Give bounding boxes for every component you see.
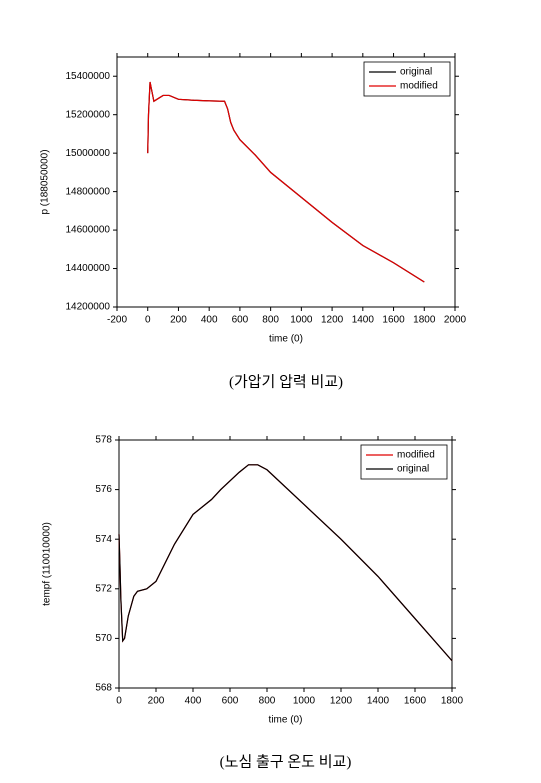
x-tick-label: 1000 <box>293 696 316 707</box>
y-tick-label: 576 <box>95 484 112 495</box>
x-tick-label: 2000 <box>444 315 467 326</box>
y-tick-label: 572 <box>95 583 112 594</box>
x-tick-label: 400 <box>201 315 218 326</box>
x-tick-label: 1200 <box>330 696 353 707</box>
x-tick-label: 1400 <box>367 696 390 707</box>
plot-frame <box>118 439 453 689</box>
x-tick-label: -200 <box>107 315 127 326</box>
y-axis-label: tempf (110010000) <box>42 522 53 606</box>
caption: (노심 출구 온도 비교) <box>220 753 352 770</box>
series-line <box>147 81 425 283</box>
x-tick-label: 600 <box>232 315 249 326</box>
legend-label: original <box>397 464 429 475</box>
legend-box <box>363 61 451 97</box>
x-tick-label: 200 <box>170 315 187 326</box>
caption: (가압기 압력 비교) <box>229 373 343 390</box>
legend-box <box>360 444 448 480</box>
series-line <box>118 464 453 662</box>
series-line <box>118 464 453 662</box>
y-axis-label: p (188050000) <box>40 149 51 214</box>
x-tick-label: 1000 <box>290 315 313 326</box>
x-tick-label: 600 <box>222 696 239 707</box>
x-tick-label: 1800 <box>441 696 464 707</box>
y-tick-label: 570 <box>95 633 112 644</box>
y-tick-label: 578 <box>95 435 112 446</box>
x-tick-label: 1800 <box>413 315 436 326</box>
x-tick-label: 800 <box>259 696 276 707</box>
x-tick-label: 1600 <box>382 315 405 326</box>
x-tick-label: 1200 <box>321 315 344 326</box>
plot-frame <box>116 56 456 308</box>
x-tick-label: 400 <box>185 696 202 707</box>
x-tick-label: 1400 <box>352 315 375 326</box>
x-axis-label: time (0) <box>269 334 303 345</box>
y-tick-label: 568 <box>95 683 112 694</box>
series-line <box>147 81 425 283</box>
x-tick-label: 0 <box>116 696 122 707</box>
y-tick-label: 14800000 <box>66 186 111 197</box>
y-tick-label: 14400000 <box>66 263 111 274</box>
y-tick-label: 14200000 <box>66 302 111 313</box>
x-tick-label: 1600 <box>404 696 427 707</box>
y-tick-label: 14600000 <box>66 225 111 236</box>
legend-label: original <box>400 67 432 78</box>
x-axis-label: time (0) <box>269 715 303 726</box>
legend-label: modified <box>397 450 435 461</box>
x-tick-label: 0 <box>145 315 151 326</box>
y-tick-label: 15400000 <box>66 71 111 82</box>
x-tick-label: 200 <box>148 696 165 707</box>
legend-label: modified <box>400 81 438 92</box>
x-tick-label: 800 <box>262 315 279 326</box>
y-tick-label: 574 <box>95 534 112 545</box>
y-tick-label: 15000000 <box>66 148 111 159</box>
y-tick-label: 15200000 <box>66 109 111 120</box>
